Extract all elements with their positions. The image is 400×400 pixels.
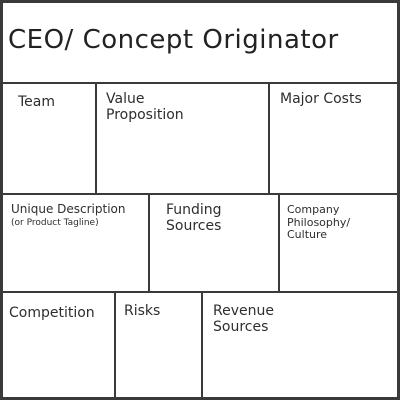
divider-risks-revenue — [201, 291, 203, 399]
cell-revenue-sources-label: Revenue Sources — [213, 303, 274, 336]
divider-unique-funding — [148, 193, 150, 292]
divider-competition-risks — [114, 291, 116, 399]
cell-competition-label: Competition — [9, 305, 95, 321]
frame-bottom-border — [0, 397, 400, 400]
frame-top-border — [0, 0, 400, 3]
divider-row-2 — [0, 291, 400, 293]
divider-below-title — [0, 82, 400, 84]
cell-funding-sources-label: Funding Sources — [166, 202, 222, 235]
cell-team-label: Team — [18, 94, 56, 110]
cell-major-costs-label: Major Costs — [280, 91, 362, 107]
divider-team-value — [95, 82, 97, 194]
cell-risks-label: Risks — [124, 303, 161, 319]
cell-value-proposition-label: Value Proposition — [106, 91, 184, 124]
page-title: CEO/ Concept Originator — [8, 25, 339, 55]
cell-company-philosophy-label: Company Philosophy/ Culture — [287, 203, 351, 242]
divider-funding-philosophy — [278, 193, 280, 292]
cell-unique-description-subtitle: (or Product Tagline) — [11, 218, 99, 228]
frame-left-border — [0, 0, 3, 400]
divider-value-costs — [268, 82, 270, 194]
divider-row-1 — [0, 193, 400, 195]
cell-unique-description-label: Unique Description — [11, 202, 126, 216]
frame-right-border — [397, 0, 400, 400]
